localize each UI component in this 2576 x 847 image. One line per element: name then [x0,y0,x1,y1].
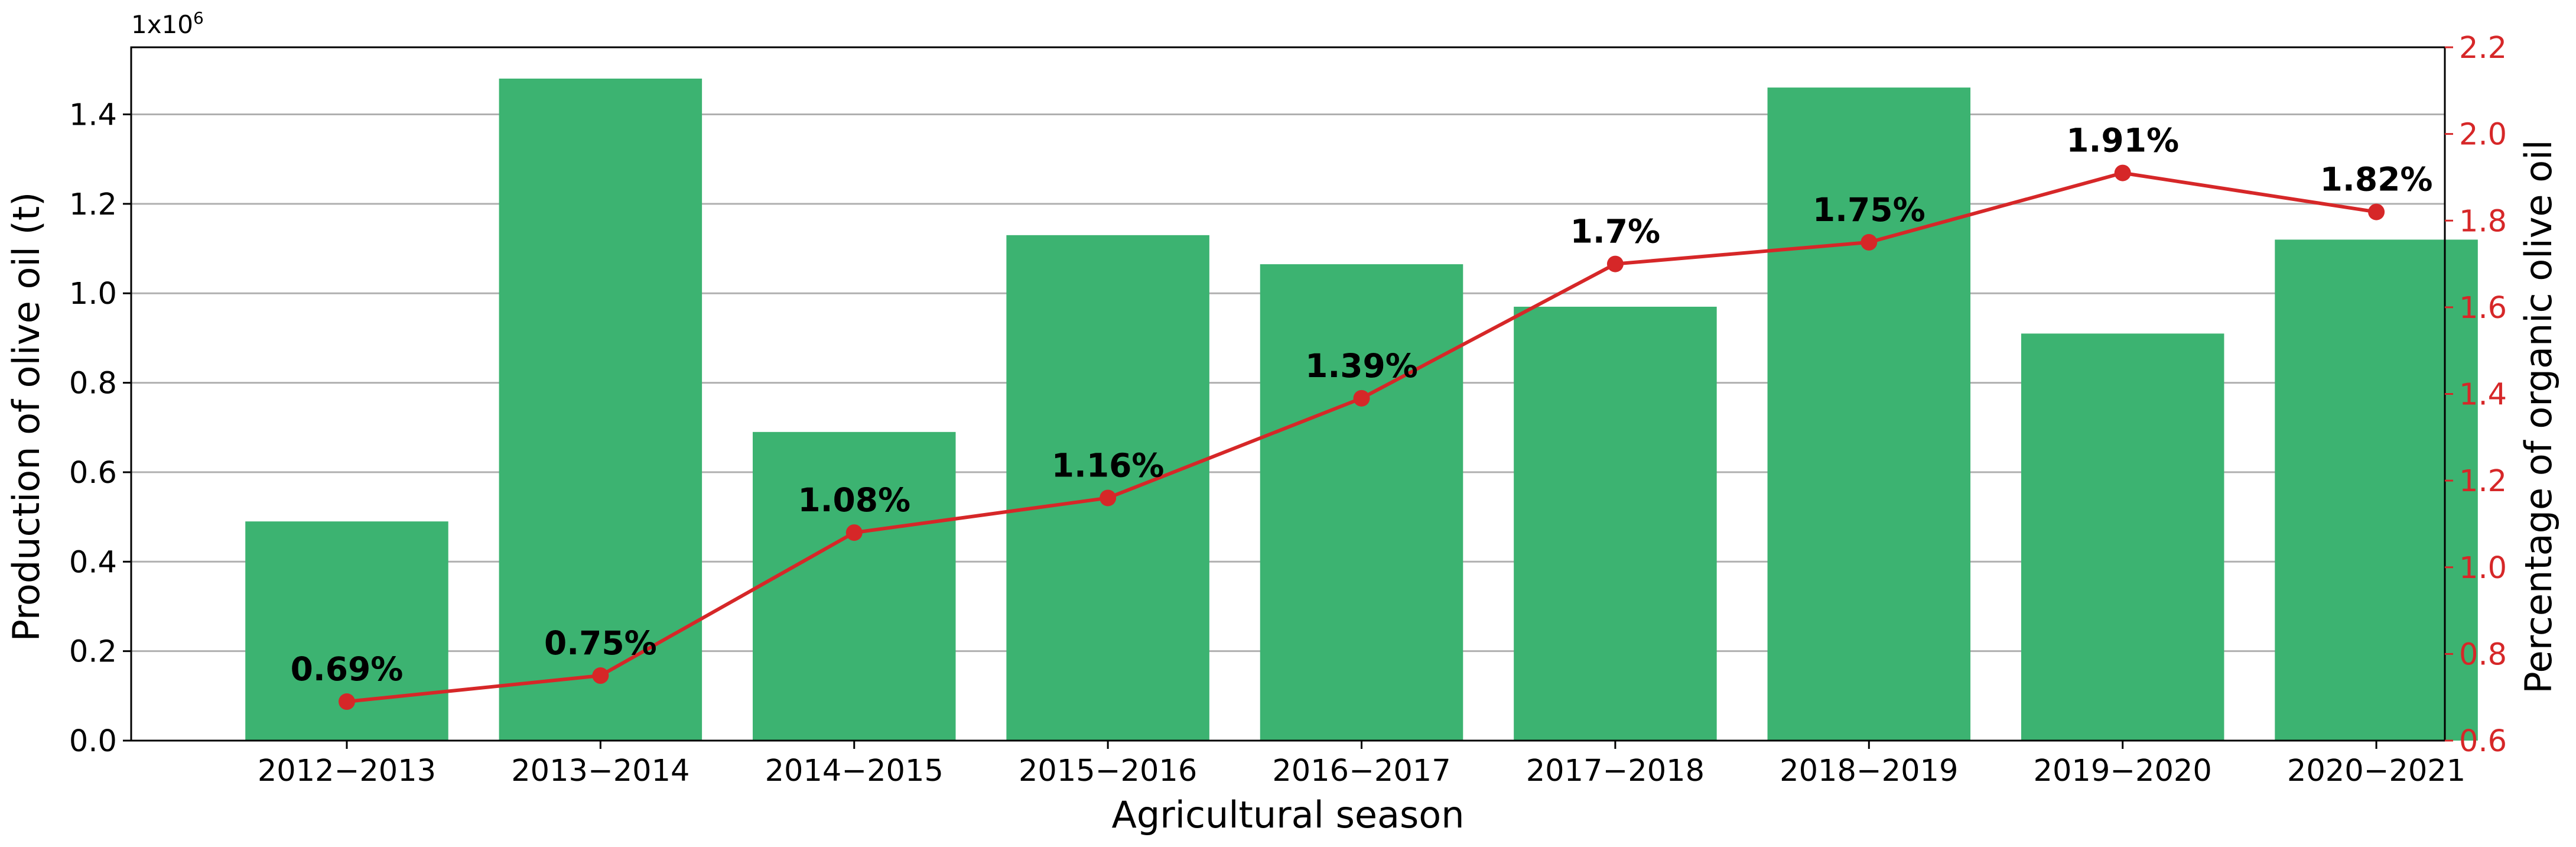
data-label: 1.91% [2066,122,2179,160]
bar [1767,87,1971,741]
x-axis: 2012−2013 2013−2014 2014−2015 2015−2016 2016… [258,741,2466,788]
left-y-axis-title: Production of olive oil (t) [5,192,48,642]
x-tick-label: 2012−2013 [258,754,436,788]
x-tick-label: 2014−2015 [765,754,944,788]
bar [1006,235,1209,741]
bar [1514,306,1717,741]
line-point [1100,489,1117,507]
right-y-tick-label: 1.2 [2459,464,2507,499]
data-label: 1.82% [2320,161,2433,199]
x-tick-label: 2016−2017 [1272,754,1450,788]
right-y-tick-label: 1.6 [2459,291,2507,326]
x-tick-label: 2019−2020 [2034,754,2212,788]
left-y-tick-label: 0.4 [69,545,117,580]
data-label: 1.08% [798,481,910,519]
x-tick-label: 2017−2018 [1526,754,1705,788]
x-tick-label: 2013−2014 [511,754,689,788]
right-y-tick-label: 1.8 [2459,204,2507,239]
right-y-tick-label: 2.2 [2459,31,2507,66]
line-point [1861,233,1878,251]
data-label: 1.16% [1052,446,1165,484]
line-point [1606,255,1624,272]
left-y-tick-label: 1.0 [69,277,117,311]
right-y-tick-label: 0.8 [2459,637,2507,672]
right-y-tick-label: 2.0 [2459,118,2507,152]
y-axis-multiplier-exponent: 6 [193,8,204,28]
data-label: 1.75% [1813,191,1926,229]
y-axis-multiplier: 1x106 [131,8,204,39]
left-y-tick-label: 0.0 [69,724,117,759]
line-point [2368,203,2385,220]
left-y-tick-label: 1.4 [69,98,117,133]
data-label: 0.69% [291,650,404,688]
bar [1260,264,1463,741]
data-label: 1.7% [1570,213,1661,251]
bar [2021,333,2224,741]
right-y-axis-title: Percentage of organic olive oil [2517,139,2560,693]
line-point [1353,390,1370,407]
data-labels: 0.69% 0.75% 1.08% 1.16% 1.39% 1.7% 1.75% 1.91% 1… [291,122,2433,688]
left-y-tick-label: 1.2 [69,187,117,222]
bar [2275,239,2478,741]
bar [499,78,702,741]
x-tick-label: 2015−2016 [1019,754,1197,788]
line-point [338,693,355,710]
right-axis: 0.6 0.8 1.0 1.2 1.4 1.6 1.8 2.0 2.2 [2445,31,2507,759]
x-tick-label: 2020−2021 [2287,754,2466,788]
right-y-tick-label: 1.0 [2459,551,2507,586]
left-y-tick-label: 0.8 [69,366,117,401]
right-y-tick-label: 0.6 [2459,724,2507,759]
bar [752,431,956,741]
y-axis-multiplier-base: 1x10 [131,10,193,39]
line-point [845,524,863,541]
data-label: 0.75% [544,624,657,662]
data-label: 1.39% [1305,347,1418,385]
line-series [338,164,2385,710]
left-y-tick-label: 0.2 [69,635,117,670]
line-point [2114,164,2131,181]
x-tick-label: 2018−2019 [1780,754,1958,788]
line-point [592,667,609,684]
left-axis: 0.0 0.2 0.4 0.6 0.8 1.0 1.2 1.4 [69,98,131,759]
left-y-tick-label: 0.6 [69,456,117,491]
right-y-tick-label: 1.4 [2459,378,2507,413]
x-axis-title: Agricultural season [1111,793,1464,836]
bar-series [245,78,2478,741]
